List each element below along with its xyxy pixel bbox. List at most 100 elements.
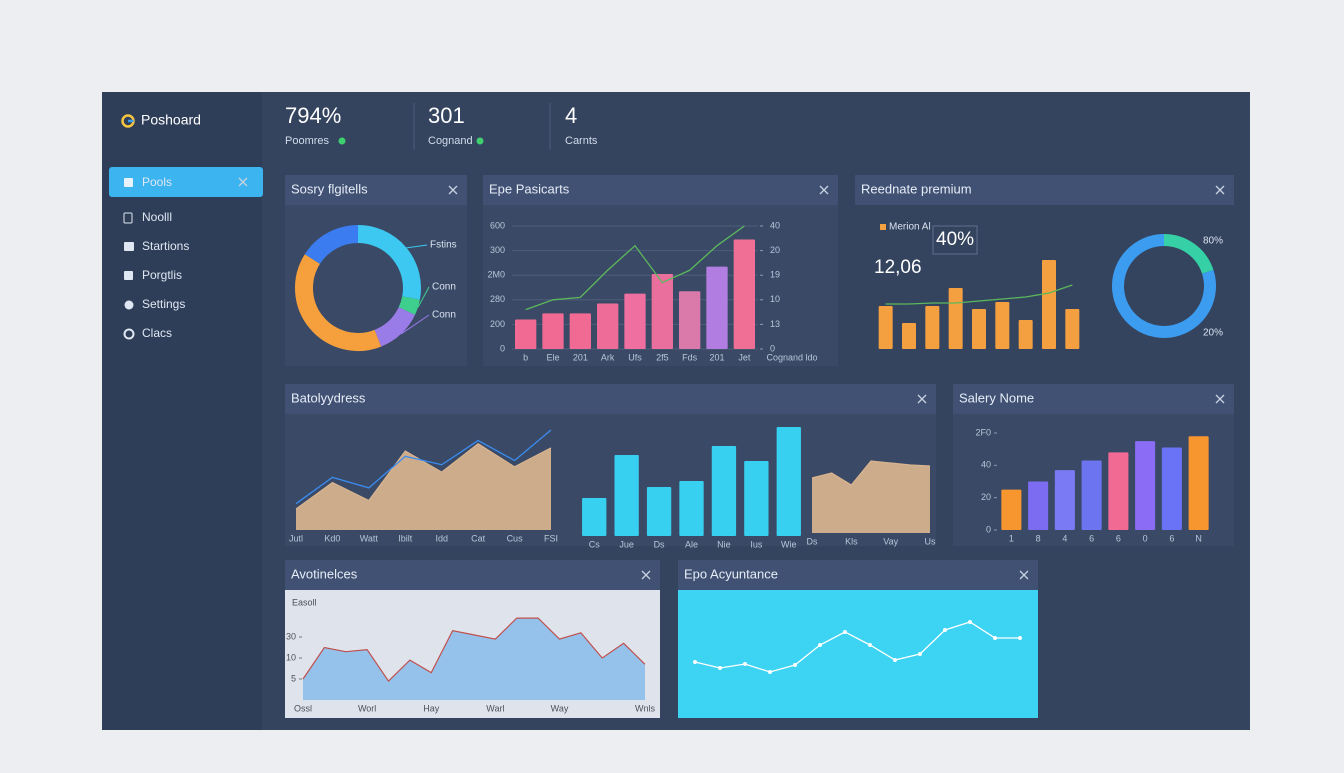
legend-swatch	[880, 224, 886, 230]
x-tick-label: Wnls	[635, 703, 655, 713]
bar	[711, 446, 737, 536]
bar	[1065, 309, 1080, 349]
line	[525, 225, 745, 311]
point	[743, 662, 747, 666]
point	[893, 658, 897, 662]
x-tick-label: 8	[1036, 533, 1041, 543]
bar	[1028, 481, 1049, 530]
panel-header	[855, 175, 1234, 205]
x-tick-label: Ibilt	[398, 533, 413, 543]
point	[793, 663, 797, 667]
pie-label: 20%	[1203, 328, 1223, 339]
point	[868, 643, 872, 647]
y-tick-label: 19	[770, 270, 780, 280]
bar	[733, 239, 755, 349]
nav-item[interactable]: Noolll	[142, 210, 172, 224]
nav-item[interactable]: Clacs	[142, 326, 172, 340]
close-button[interactable]	[1215, 185, 1225, 195]
pie-label: Conn	[432, 282, 456, 293]
x-tick-label: Jutl	[289, 533, 303, 543]
pie-label: 80%	[1203, 236, 1223, 247]
legend-label: Merion Al	[889, 222, 931, 233]
close-button[interactable]	[819, 185, 829, 195]
x-tick-label: Ds	[807, 536, 818, 546]
bar	[1054, 470, 1075, 530]
nav-item[interactable]: Porgtlis	[142, 268, 182, 282]
sidebar	[102, 92, 262, 730]
leader-line	[417, 286, 430, 308]
x-tick-label: Ossl	[294, 703, 312, 713]
x-tick-label: 201	[709, 352, 724, 362]
bar	[569, 313, 591, 349]
brand-name: Poshoard	[141, 112, 201, 128]
x-tick-label: Vay	[883, 536, 898, 546]
x-tick-label: Kls	[845, 536, 858, 546]
area	[303, 618, 645, 700]
nav-item[interactable]: Pools	[142, 175, 172, 189]
panel-title: Salery Nome	[959, 390, 1034, 405]
nav-item[interactable]: Settings	[142, 297, 185, 311]
y-tick-label: 0	[500, 343, 505, 353]
bar	[948, 288, 963, 349]
line	[295, 429, 552, 505]
y-tick-label: 20	[770, 245, 780, 255]
status-dot	[338, 137, 346, 145]
close-button[interactable]	[641, 570, 651, 580]
close-button[interactable]	[917, 394, 927, 404]
y-tick-label: 0	[986, 524, 991, 534]
stat-value: 301	[428, 103, 465, 128]
point	[818, 643, 822, 647]
bar	[995, 302, 1010, 349]
line	[694, 621, 1020, 673]
nav-close[interactable]	[238, 177, 248, 187]
donut-segment	[1163, 234, 1214, 274]
bar	[1081, 460, 1102, 530]
x-tick-label: Hay	[423, 703, 440, 713]
bar	[1135, 441, 1156, 530]
y-tick-label: 13	[770, 319, 780, 329]
x-tick-label: Warl	[486, 703, 504, 713]
bar	[706, 266, 728, 349]
y-tick-label: 40	[770, 220, 780, 230]
y-tick-label: 0	[770, 343, 775, 353]
x-tick-label: 201	[573, 352, 588, 362]
nav-item[interactable]: Startions	[142, 239, 189, 253]
y-tick-label: 20	[981, 492, 991, 502]
x-tick-label: Way	[551, 703, 569, 713]
leader-line	[400, 314, 430, 335]
x-tick-label: Ark	[601, 352, 615, 362]
close-button[interactable]	[1019, 570, 1029, 580]
bar	[1108, 452, 1129, 530]
donut-segment	[295, 254, 382, 351]
bar	[646, 487, 672, 536]
y-tick-label: 280	[490, 294, 505, 304]
point	[843, 630, 847, 634]
y-tick-label: 5	[291, 673, 296, 683]
x-tick-label: Fds	[682, 352, 698, 362]
x-tick-label: Cs	[589, 539, 600, 549]
x-tick-label: 6	[1169, 533, 1174, 543]
donut-segment	[357, 225, 421, 300]
panel-header	[953, 384, 1234, 414]
point	[693, 660, 697, 664]
bar	[597, 303, 619, 349]
bar	[582, 498, 607, 536]
close-button[interactable]	[448, 185, 458, 195]
x-tick-label: Jet	[738, 352, 751, 362]
panel-title: Avotinelces	[291, 566, 358, 581]
panel-header	[285, 384, 936, 414]
bar	[651, 273, 673, 349]
close-button[interactable]	[1215, 394, 1225, 404]
y-tick-label: 200	[490, 319, 505, 329]
x-tick-label: Ele	[546, 352, 559, 362]
status-dot	[476, 137, 484, 145]
bar	[878, 306, 893, 349]
stat-label: Cognand	[428, 135, 473, 147]
y-tick-label: 10	[770, 294, 780, 304]
annotation: 12,06	[874, 257, 922, 278]
line	[295, 442, 552, 510]
nav-active-bg[interactable]	[109, 167, 263, 197]
bar	[679, 481, 704, 536]
point	[718, 666, 722, 670]
